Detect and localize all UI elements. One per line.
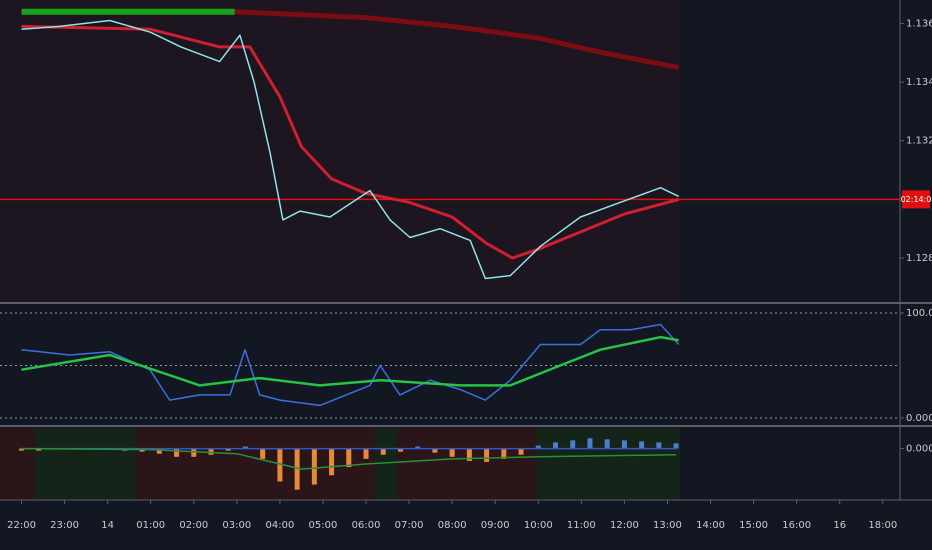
price-label-box [902,190,930,209]
x-tick-label: 07:00 [395,520,424,531]
histogram-bar [380,448,386,455]
series-line [21,323,680,407]
histogram-bar [501,448,507,459]
x-tick-label: 11:00 [567,520,596,531]
y-tick-label: 1.13200 [906,136,932,147]
histogram-bar [656,442,662,449]
session-shade [0,0,680,302]
x-tick-label: 15:00 [739,520,768,531]
histogram-bar [639,441,645,449]
histogram-bar [621,440,627,449]
histogram-bar [535,445,541,449]
x-tick-label: 23:00 [50,520,79,531]
x-tick-label: 16 [833,520,846,531]
histogram-bar [449,448,455,457]
y-tick-label: 1.12800 [906,253,932,264]
x-tick-label: 03:00 [222,520,251,531]
zone-shade [537,428,680,500]
histogram-bar [397,448,403,452]
histogram-bar [518,448,524,455]
histogram-bar [191,448,197,457]
histogram-bar [466,448,472,461]
histogram-bar [242,446,248,449]
histogram-bar [673,443,679,449]
histogram-bar [36,448,42,451]
histogram-bar [294,448,300,490]
x-tick-label: 02:00 [179,520,208,531]
x-tick-label: 08:00 [438,520,467,531]
x-tick-label: 04:00 [265,520,294,531]
histogram-bar [260,448,266,459]
histogram-bar [484,448,490,462]
series-line [21,447,677,470]
series-line [21,24,680,260]
histogram-bar [174,448,180,457]
histogram-bar [604,439,610,449]
histogram-bar [19,448,25,451]
x-tick-label: 18:00 [868,520,897,531]
histogram-bar [415,446,421,449]
x-tick-label: 14:00 [696,520,725,531]
histogram-bar [570,440,576,449]
x-tick-label: 10:00 [524,520,553,531]
x-tick-label: 01:00 [136,520,165,531]
x-tick-label: 13:00 [653,520,682,531]
x-tick-label: 14 [101,520,114,531]
x-tick-label: 22:00 [7,520,36,531]
histogram-bar [346,448,352,468]
histogram-bar [553,442,559,449]
histogram-bar [329,448,335,476]
histogram-bar [432,448,438,453]
histogram-bar [363,448,369,459]
series-line [21,19,680,280]
x-tick-label: 09:00 [481,520,510,531]
zone-shade [397,428,537,500]
zone-shade [35,428,135,500]
histogram-bar [208,448,214,455]
zone-shade [375,428,397,500]
price-label: 02:14:0 [901,195,932,204]
x-tick-label: 12:00 [610,520,639,531]
x-tick-label: 16:00 [782,520,811,531]
zone-shade [0,428,35,500]
series-line [234,9,680,70]
x-tick-label: 05:00 [309,520,338,531]
y-tick-label: 1.13600 [906,18,932,29]
histogram-bar [156,448,162,454]
zone-shade [135,428,375,500]
histogram-bar [225,448,231,451]
x-tick-label: 06:00 [352,520,381,531]
histogram-bar [587,438,593,449]
y-tick-label: 1.13400 [906,77,932,88]
histogram-bar [277,448,283,482]
histogram-bar [311,448,317,485]
series-line [21,335,679,387]
